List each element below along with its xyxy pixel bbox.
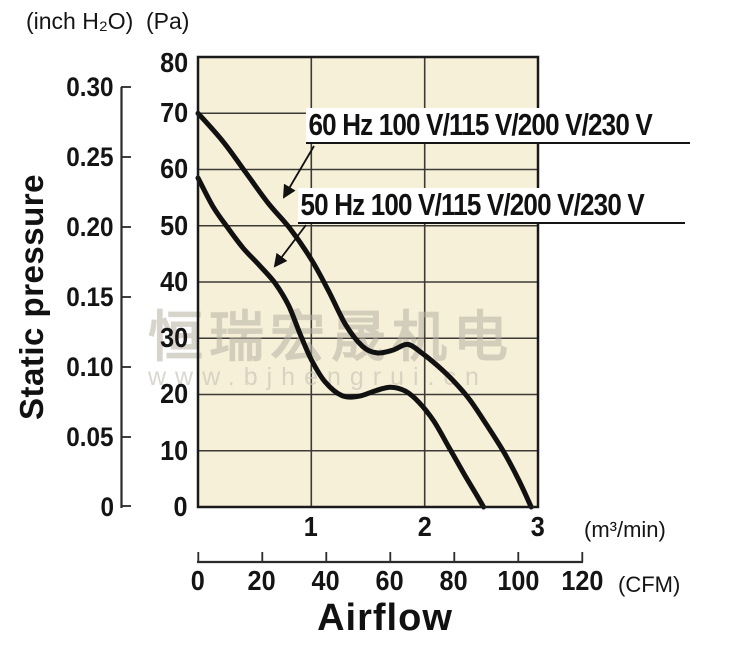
tick-label: 0 — [173, 491, 188, 522]
tick-label: 2 — [417, 511, 433, 542]
cfm-unit-label: (CFM) — [618, 572, 681, 597]
x-axis-title: Airflow — [317, 597, 453, 639]
tick-label: 120 — [560, 565, 604, 596]
m3-unit-label: (m³/min) — [584, 517, 666, 542]
tick-label: 50 — [159, 210, 188, 241]
cfm-axis — [197, 552, 584, 564]
tick-label: 0 — [190, 565, 206, 596]
plot-border — [196, 55, 540, 509]
tick-label: 10 — [159, 435, 188, 466]
tick-label: 100 — [496, 565, 540, 596]
tick-label: 1 — [303, 511, 319, 542]
tick-label: 0.05 — [66, 422, 114, 452]
curve-50hz — [195, 175, 487, 510]
curve-label-50hz: 50 Hz 100 V/115 V/200 V/230 V — [298, 188, 685, 224]
tick-label: 0.20 — [66, 212, 114, 242]
tick-label: 20 — [159, 378, 188, 409]
y-unit-header-pa: (Pa) — [146, 8, 190, 34]
tick-label: 3 — [530, 511, 546, 542]
tick-label: 70 — [159, 97, 188, 128]
tick-label: 40 — [311, 565, 341, 596]
curve-label-60hz-text: 60 Hz 100 V/115 V/200 V/230 V — [308, 107, 653, 142]
curve-label-60hz: 60 Hz 100 V/115 V/200 V/230 V — [306, 108, 690, 144]
y-unit-header-inch: (inch H₂O) — [26, 8, 134, 34]
tick-label: 20 — [247, 565, 277, 596]
watermark-chinese: 恒瑞宏晟机电 — [148, 306, 515, 368]
tick-label: 40 — [159, 266, 188, 297]
tick-label: 0 — [100, 492, 114, 522]
tick-label: 60 — [375, 565, 405, 596]
tick-label: 30 — [159, 322, 188, 353]
tick-label: 0.30 — [66, 72, 114, 102]
leader-arrow-50hz — [273, 224, 307, 268]
inch-h2o-axis — [120, 86, 131, 508]
tick-label: 60 — [159, 153, 188, 184]
tick-label: 80 — [439, 565, 469, 596]
curve-60hz — [195, 110, 534, 510]
leader-arrow-60hz — [282, 145, 315, 199]
y-axis-title: Static pressure — [13, 174, 50, 420]
tick-label: 0.25 — [66, 142, 114, 172]
tick-label: 80 — [159, 47, 188, 78]
tick-label: 0.15 — [66, 282, 114, 312]
tick-label: 0.10 — [66, 352, 114, 382]
curve-label-50hz-text: 50 Hz 100 V/115 V/200 V/230 V — [300, 187, 645, 222]
